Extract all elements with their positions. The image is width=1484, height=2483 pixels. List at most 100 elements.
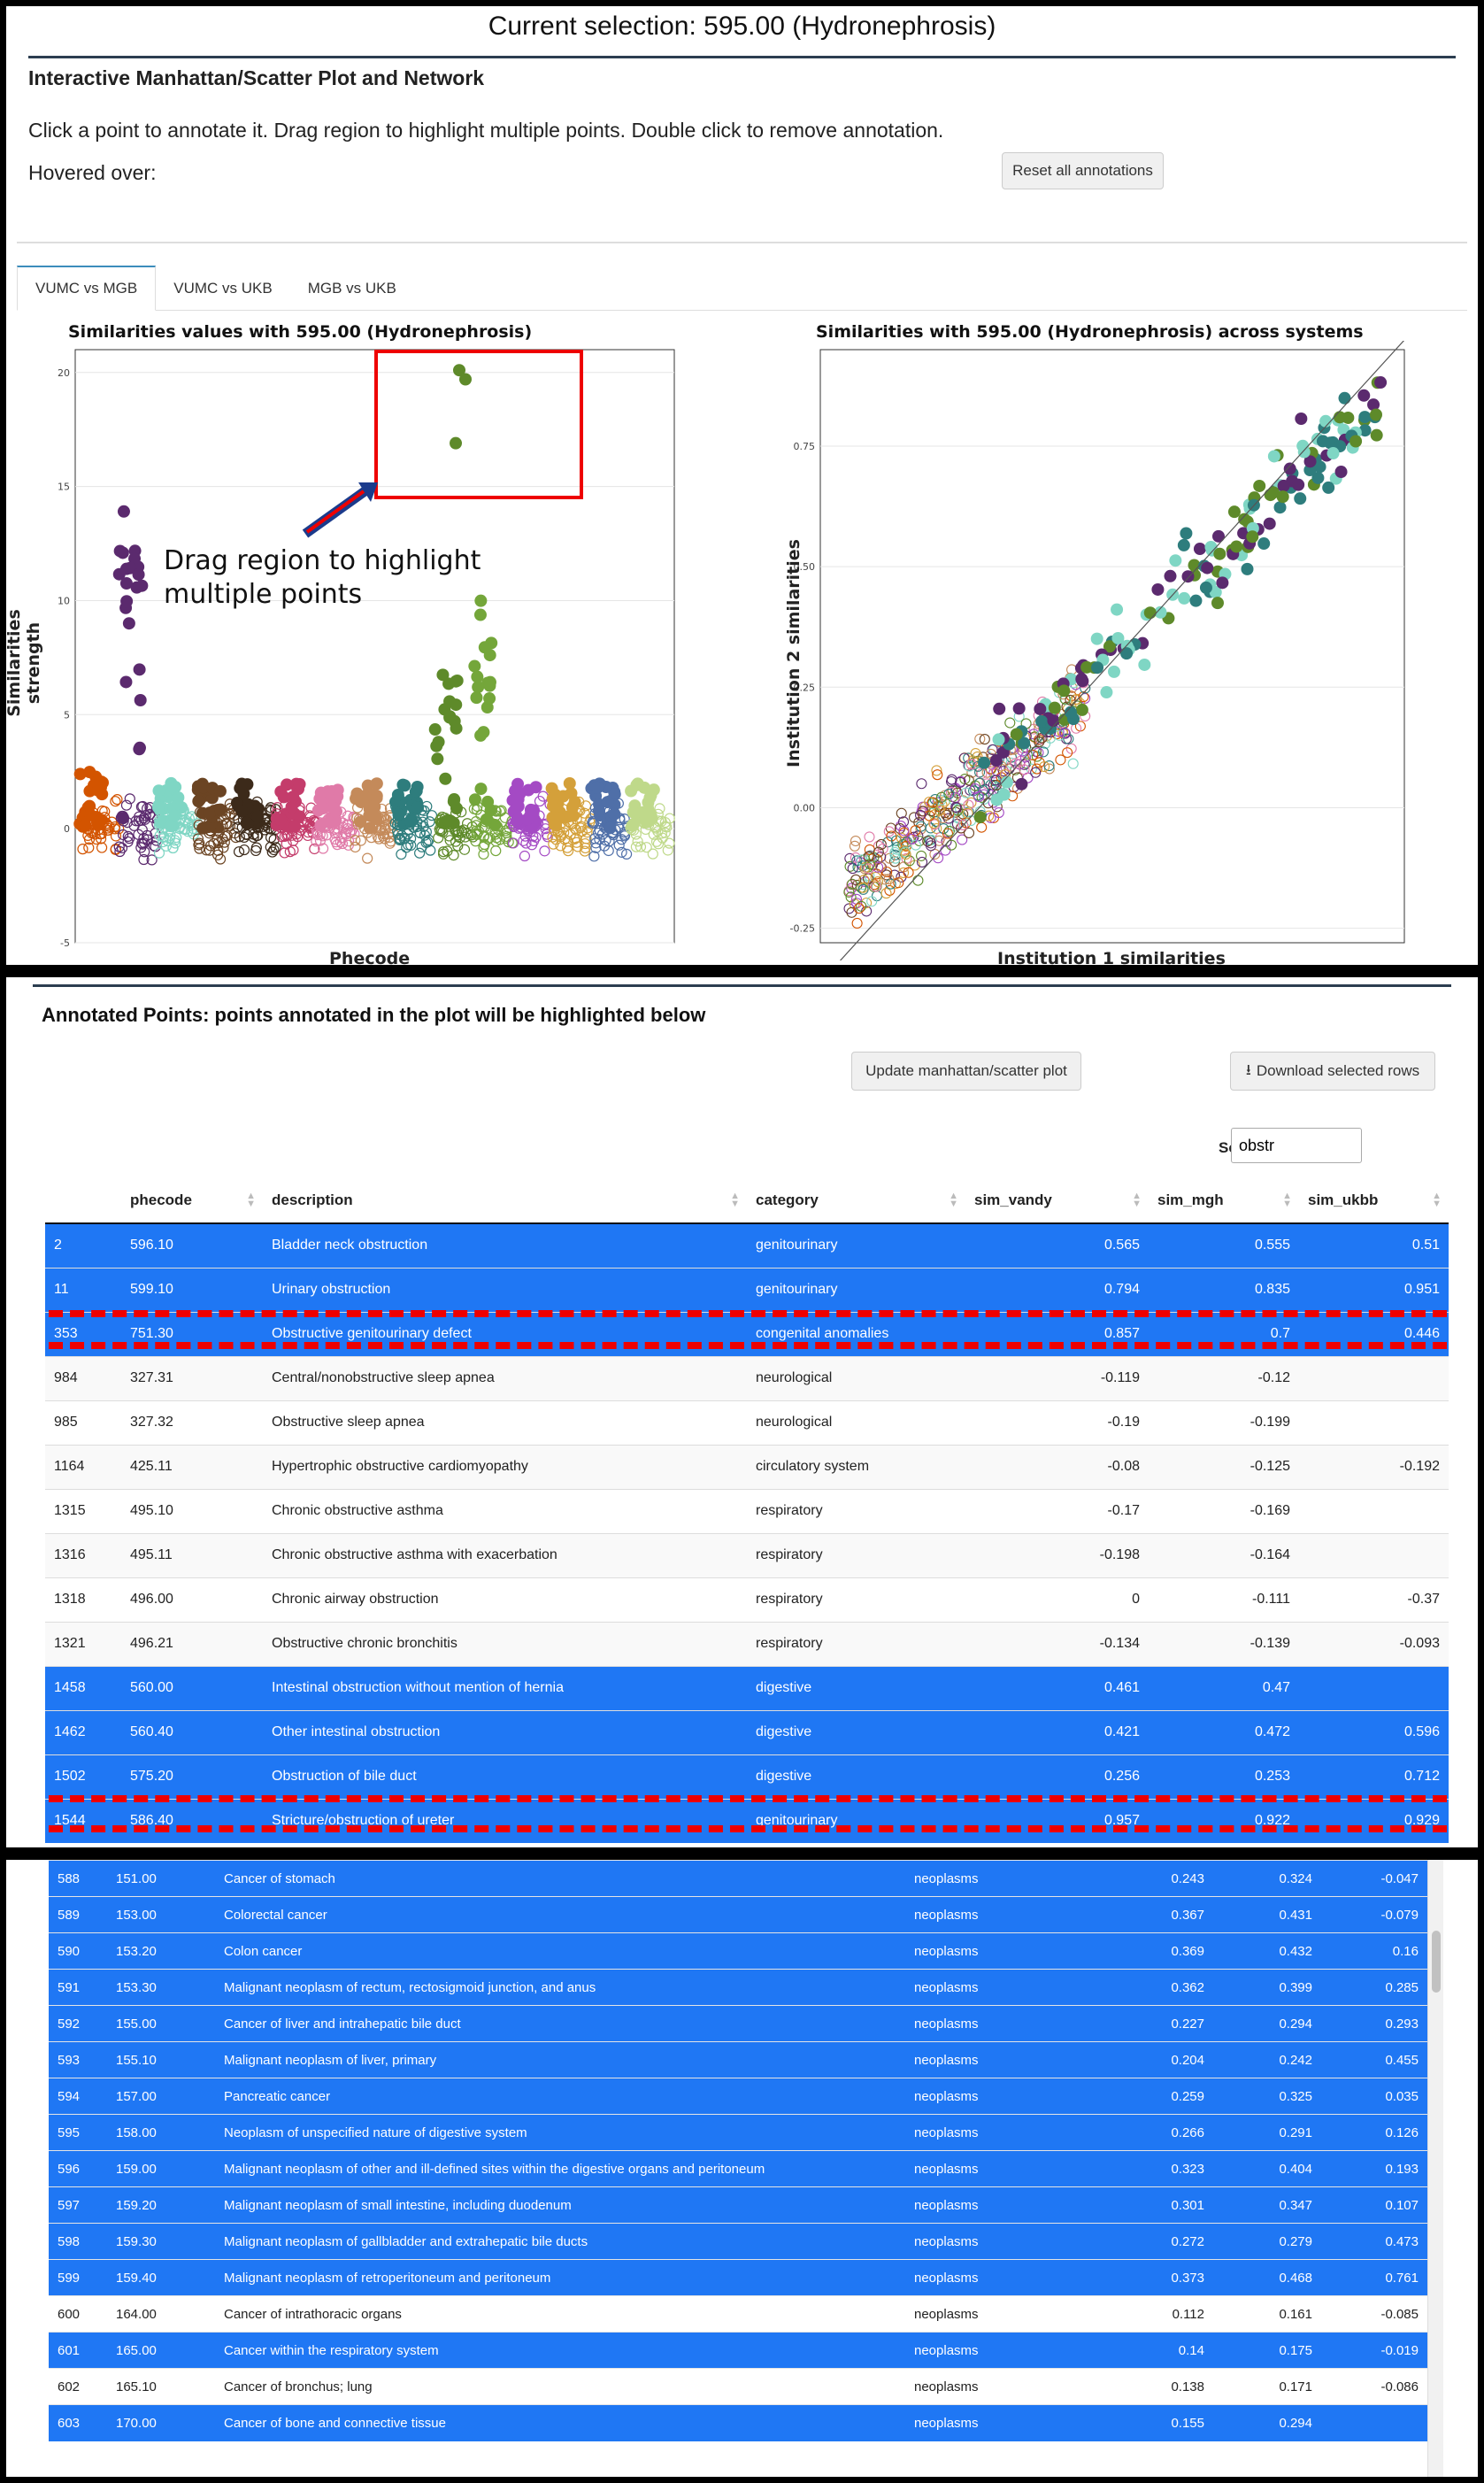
- col-header-description[interactable]: description ▲ ▼: [263, 1177, 747, 1224]
- table-row[interactable]: 601 165.00 Cancer within the respiratory s…: [49, 2332, 1427, 2369]
- data-point: [470, 836, 481, 847]
- table-row[interactable]: 353 751.30 Obstructive genitourinary defec…: [45, 1311, 1449, 1356]
- table-row[interactable]: 588 151.00 Cancer of stomach neoplasms 0.243…: [49, 1860, 1427, 1897]
- table-row[interactable]: 1321 496.21 Obstructive chronic bronchitis…: [45, 1621, 1449, 1666]
- sort-icon[interactable]: ▲ ▼: [1132, 1191, 1142, 1209]
- sort-icon[interactable]: ▲ ▼: [949, 1191, 958, 1209]
- data-point: [120, 595, 134, 608]
- table-row[interactable]: 595 158.00 Neoplasm of unspecified nature …: [49, 2114, 1427, 2151]
- cell-sim-vandy: -0.17: [965, 1488, 1149, 1533]
- data-point: [1012, 702, 1026, 715]
- download-selected-button[interactable]: ⭳ Download selected rows: [1230, 1052, 1435, 1091]
- table-row[interactable]: 2 596.10 Bladder neck obstruction genitouri…: [45, 1222, 1449, 1268]
- table-row[interactable]: 1164 425.11 Hypertrophic obstructive cardi…: [45, 1444, 1449, 1489]
- col-header-sim-vandy[interactable]: sim_vandy ▲ ▼: [965, 1177, 1149, 1224]
- table-row[interactable]: 1544 586.40 Stricture/obstruction of urete…: [45, 1798, 1449, 1843]
- data-point: [634, 841, 647, 852]
- cell-sim-mgh: -0.169: [1149, 1488, 1299, 1533]
- cell-sim-vandy: -0.134: [965, 1621, 1149, 1666]
- table-row[interactable]: 590 153.20 Colon cancer neoplasms 0.369 0.432…: [49, 1932, 1427, 1970]
- table-row[interactable]: 596 159.00 Malignant neoplasm of other and…: [49, 2150, 1427, 2187]
- data-point: [973, 790, 985, 802]
- sort-icon[interactable]: ▲ ▼: [1432, 1191, 1442, 1209]
- annotation-text: multiple points: [164, 579, 362, 610]
- cell-sim-ukbb: -0.085: [1321, 2295, 1427, 2333]
- cell-sim-vandy: 0.259: [1091, 2078, 1213, 2115]
- cell-category: respiratory: [747, 1488, 965, 1533]
- data-point: [350, 841, 361, 853]
- table-row[interactable]: 1462 560.40 Other intestinal obstruction di…: [45, 1709, 1449, 1754]
- table-row[interactable]: 1316 495.11 Chronic obstructive asthma wit…: [45, 1532, 1449, 1577]
- data-point: [1055, 754, 1066, 766]
- table-row[interactable]: 593 155.10 Malignant neoplasm of liver, pr…: [49, 2041, 1427, 2078]
- scrollbar-thumb[interactable]: [1432, 1931, 1441, 1993]
- table-row[interactable]: 603 170.00 Cancer of bone and connective t…: [49, 2404, 1427, 2441]
- data-point: [426, 810, 438, 821]
- table-row[interactable]: 985 327.32 Obstructive sleep apnea neurolog…: [45, 1400, 1449, 1445]
- sort-icon[interactable]: ▲ ▼: [1282, 1191, 1292, 1209]
- data-point: [1010, 728, 1023, 741]
- table-row[interactable]: 1502 575.20 Obstruction of bile duct digest…: [45, 1754, 1449, 1799]
- tab-mgb-vs-ukb[interactable]: MGB vs UKB: [307, 280, 396, 297]
- tab-vumc-vs-mgb[interactable]: VUMC vs MGB: [17, 266, 157, 311]
- table-row[interactable]: 1458 560.00 Intestinal obstruction without…: [45, 1665, 1449, 1710]
- table-scrollbar[interactable]: [1427, 1860, 1443, 2477]
- cell-phecode: 159.30: [107, 2223, 215, 2260]
- cell-category: neoplasms: [905, 2404, 1091, 2441]
- col-header-category[interactable]: category ▲ ▼: [747, 1177, 965, 1224]
- table-row[interactable]: 592 155.00 Cancer of liver and intrahepati…: [49, 2005, 1427, 2042]
- table-row[interactable]: 599 159.40 Malignant neoplasm of retroperi…: [49, 2259, 1427, 2296]
- col-header-sim-mgh[interactable]: sim_mgh ▲ ▼: [1149, 1177, 1299, 1224]
- table-row[interactable]: 591 153.30 Malignant neoplasm of rectum, r…: [49, 1969, 1427, 2006]
- data-point: [274, 813, 288, 826]
- data-point: [1181, 570, 1195, 583]
- table-row[interactable]: 594 157.00 Pancreatic cancer neoplasms 0.259…: [49, 2078, 1427, 2115]
- cell-sim-vandy: 0.301: [1091, 2186, 1213, 2224]
- data-point: [893, 877, 904, 889]
- data-point: [1047, 714, 1060, 728]
- cell-sim-ukbb: -0.079: [1321, 1896, 1427, 1933]
- cell-category: neoplasms: [905, 2041, 1091, 2078]
- data-point: [1303, 455, 1317, 468]
- data-point: [172, 791, 185, 805]
- tab-vumc-vs-ukb[interactable]: VUMC vs UKB: [173, 280, 273, 297]
- data-point: [133, 741, 146, 754]
- cell-sim-mgh: 0.468: [1213, 2259, 1321, 2296]
- data-point: [575, 821, 587, 832]
- data-point: [452, 840, 464, 852]
- manhattan-plot[interactable]: -5 0 5 10 15 20 Drag region to highlightmultip…: [24, 341, 679, 960]
- data-point: [856, 900, 867, 912]
- col-header-phecode[interactable]: phecode ▲ ▼: [121, 1177, 263, 1224]
- table-row[interactable]: 600 164.00 Cancer of intrathoracic organs n…: [49, 2295, 1427, 2333]
- table-row[interactable]: 597 159.20 Malignant neoplasm of small int…: [49, 2186, 1427, 2224]
- table-row[interactable]: 11 599.10 Urinary obstruction genitourinary…: [45, 1267, 1449, 1312]
- table-row[interactable]: 589 153.00 Colorectal cancer neoplasms 0.367…: [49, 1896, 1427, 1933]
- data-point: [135, 579, 149, 592]
- table-row[interactable]: 602 165.10 Cancer of bronchus; lung neoplas…: [49, 2368, 1427, 2405]
- cell-sim-vandy: 0.138: [1091, 2368, 1213, 2405]
- cell-id: 1321: [45, 1621, 121, 1666]
- sort-icon[interactable]: ▲ ▼: [246, 1191, 256, 1209]
- cell-phecode: 751.30: [121, 1311, 263, 1356]
- data-point: [472, 828, 483, 839]
- update-plot-button[interactable]: Update manhattan/scatter plot: [851, 1052, 1081, 1091]
- cell-id: 984: [45, 1355, 121, 1400]
- scatter-plot[interactable]: -0.25 0.00 0.25 0.50 0.75: [758, 341, 1413, 960]
- data-point: [1230, 540, 1243, 553]
- cell-description: Malignant neoplasm of small intestine, i…: [215, 2186, 905, 2224]
- col-header-sim-ukbb[interactable]: sim_ukbb ▲ ▼: [1299, 1177, 1449, 1224]
- table-row[interactable]: 984 327.31 Central/nonobstructive sleep ap…: [45, 1355, 1449, 1400]
- data-point: [311, 836, 322, 847]
- sort-icon[interactable]: ▲ ▼: [730, 1191, 740, 1209]
- reset-annotations-button[interactable]: Reset all annotations: [1002, 152, 1164, 189]
- cell-sim-vandy: 0.369: [1091, 1932, 1213, 1970]
- data-point: [844, 860, 856, 872]
- search-input[interactable]: [1231, 1128, 1362, 1163]
- data-point: [616, 846, 627, 858]
- cell-description: Neoplasm of unspecified nature of digest…: [215, 2114, 905, 2151]
- data-point: [659, 827, 671, 838]
- table-row[interactable]: 598 159.30 Malignant neoplasm of gallbladd…: [49, 2223, 1427, 2260]
- data-point: [1048, 701, 1061, 714]
- table-row[interactable]: 1315 495.10 Chronic obstructive asthma resp…: [45, 1488, 1449, 1533]
- table-row[interactable]: 1318 496.00 Chronic airway obstruction resp…: [45, 1577, 1449, 1622]
